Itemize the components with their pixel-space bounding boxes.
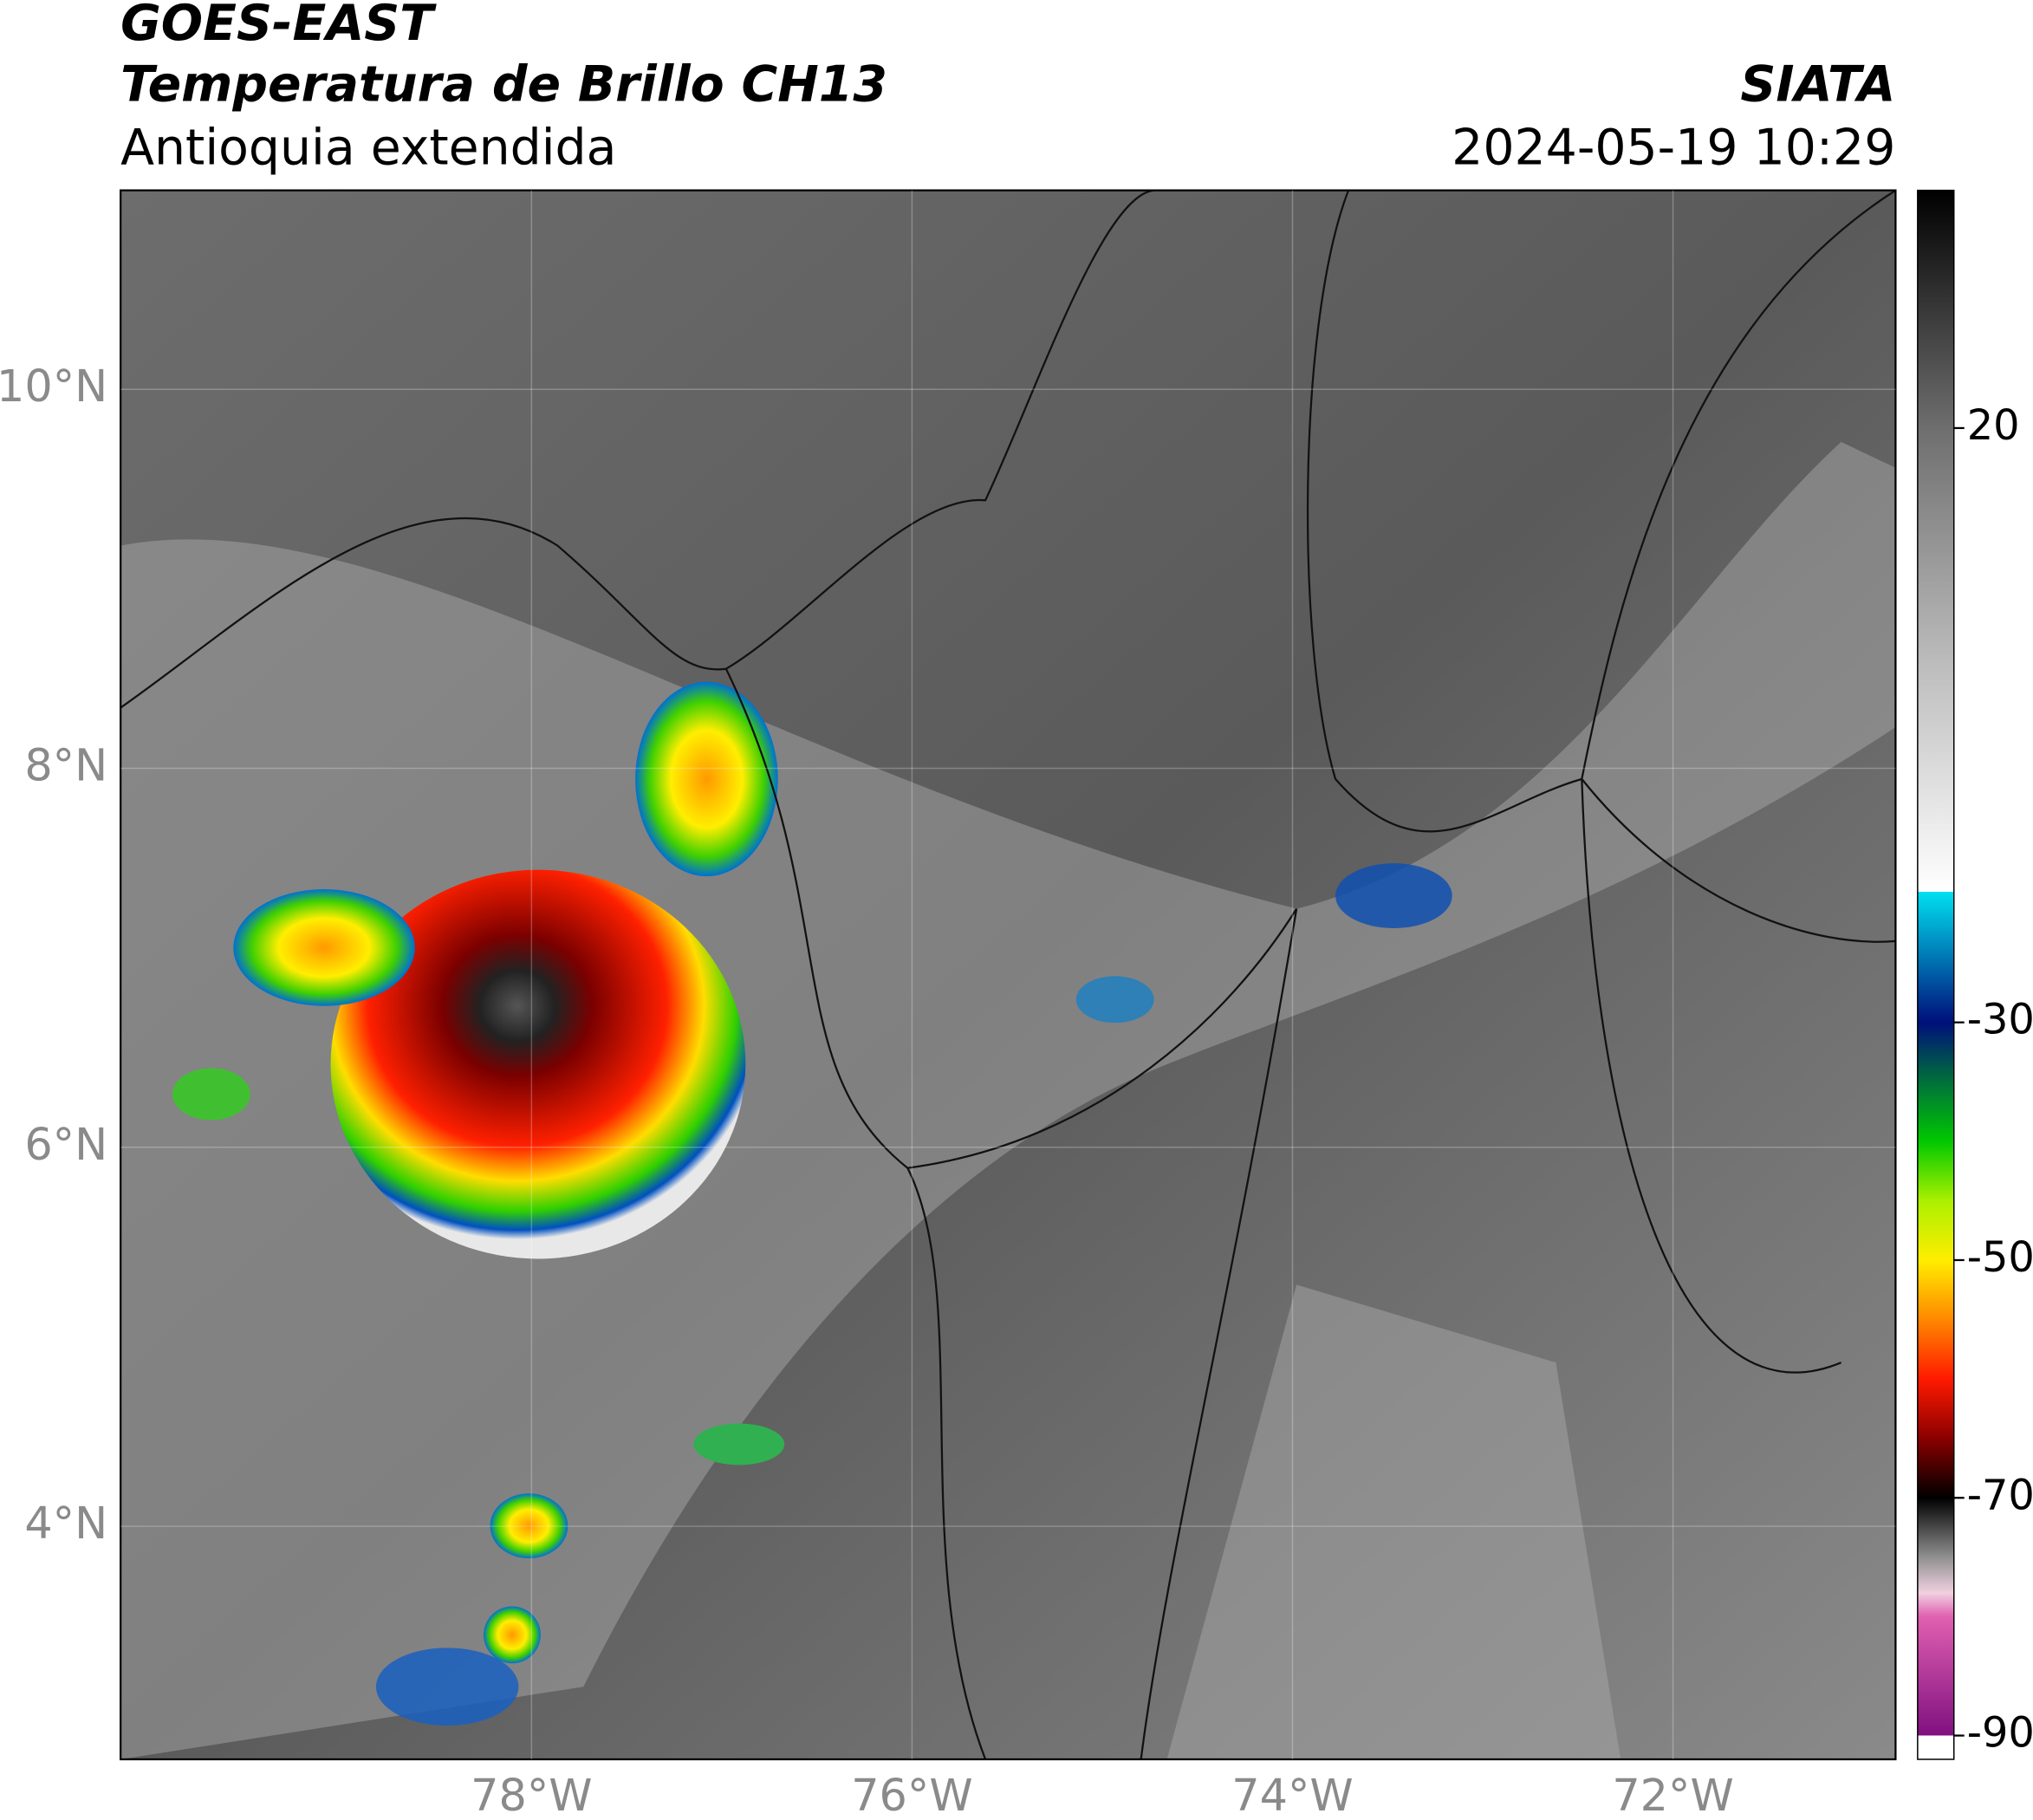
cloud-cell	[375, 1648, 519, 1726]
cloud-cell	[490, 1493, 568, 1559]
cloud-cell	[1335, 863, 1452, 928]
map-frame	[120, 189, 1897, 1761]
colorbar-tick-label: -90	[1967, 1710, 2033, 1758]
warm-region	[1166, 1284, 1621, 1759]
cloud-band	[120, 441, 1896, 1759]
colorbar-tick-label: -70	[1967, 1472, 2033, 1519]
x-tick-label: 76°W	[851, 1770, 972, 1820]
cloud-cell	[693, 1423, 785, 1466]
y-tick-label: 4°N	[24, 1498, 107, 1549]
convective-storm	[330, 869, 746, 1259]
cloud-cell	[172, 1068, 250, 1121]
x-tick-label: 72°W	[1612, 1770, 1733, 1820]
x-tick-label: 78°W	[471, 1770, 592, 1820]
cloud-cell	[484, 1606, 541, 1664]
colorbar-tick-label: -50	[1967, 1234, 2033, 1282]
y-tick-label: 8°N	[24, 739, 107, 790]
colorbar	[1917, 189, 1955, 1760]
cloud-cell	[233, 889, 415, 1006]
borders	[120, 189, 1897, 1760]
map	[120, 189, 1897, 1761]
y-tick-label: 10°N	[0, 361, 107, 412]
y-tick-label: 6°N	[24, 1119, 107, 1170]
x-tick-label: 74°W	[1231, 1770, 1353, 1820]
subtitle: Antioquia extendida	[120, 120, 616, 177]
colorbar-tick-label: -30	[1967, 997, 2033, 1044]
title: Temperatura de Brillo CH13	[120, 55, 887, 113]
cloud-cell	[635, 681, 778, 877]
colorbar-tick-label: 20	[1967, 402, 2020, 450]
source: SIATA	[1740, 55, 1895, 113]
cloud-cell	[1075, 976, 1154, 1024]
datetime: 2024-05-19 10:29	[1452, 120, 1895, 177]
satellite: GOES-EAST	[120, 0, 437, 52]
